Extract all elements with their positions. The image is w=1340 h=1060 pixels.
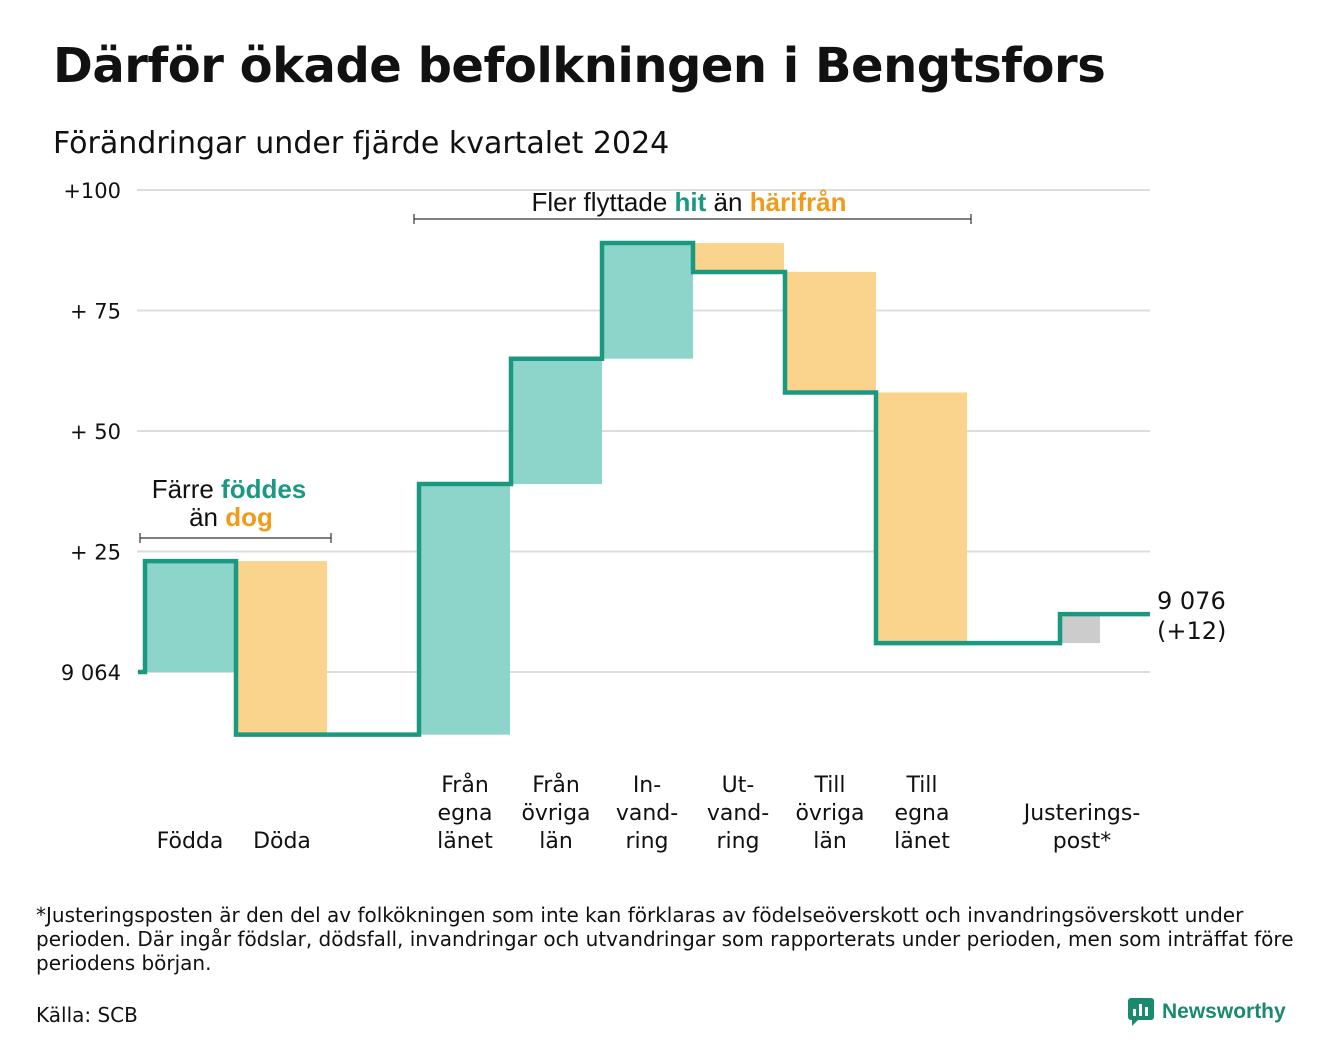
births-annotation: Färre föddes än dog [139,474,332,543]
y-tick-label: + 75 [70,300,121,324]
category-label: Från [532,772,580,798]
waterfall-chart: +100 + 75 + 50 + 25 9 064 Födda Döda Från egna l… [61,179,1227,854]
category-label: vand- [707,801,769,826]
migration-annotation-text: Fler flyttade hit än härifrån [531,187,846,217]
chart-title: Därför ökade befolkningen i Bengtsfors [53,38,1106,94]
category-label: Från [441,772,489,798]
category-label: Döda [253,829,311,854]
end-value-labels: 9 076 (+12) [1157,587,1226,645]
category-label: egna [438,801,493,826]
category-label: ring [716,829,759,854]
annotations: Färre föddes än dog Fler flyttade hit än… [139,187,972,543]
y-axis-ticks: +100 + 75 + 50 + 25 9 064 [61,179,121,685]
category-label: vand- [616,801,678,826]
bars [145,243,1100,735]
end-value-label: 9 076 [1157,587,1226,615]
migration-annotation: Fler flyttade hit än härifrån [413,187,972,224]
category-label: länet [437,829,493,854]
bar-adjust [1060,614,1100,644]
chart-subtitle: Förändringar under fjärde kvartalet 2024 [53,126,670,161]
category-label: egna [895,801,950,826]
y-tick-label: +100 [63,179,121,203]
category-label: post* [1053,829,1112,854]
category-label: Ut- [722,773,755,798]
brand-logo: Newsworthy [1128,998,1286,1026]
category-label: ring [625,829,668,854]
bar-out [785,271,876,393]
running-total-line [138,240,1150,737]
category-label: Födda [157,829,224,854]
category-label: Till [905,773,937,798]
end-change-label: (+12) [1157,617,1226,645]
bar-out [693,243,784,272]
bar-in [419,484,510,735]
category-label: övriga [795,801,864,826]
category-label: län [539,829,573,854]
category-label: länet [894,829,950,854]
bar-chart-logo-icon [1128,998,1154,1026]
category-label: In- [633,773,661,798]
bar-in [145,561,236,672]
bar-in [602,243,693,359]
births-annotation-line1: Färre föddes [152,474,307,504]
category-label: Justerings- [1022,801,1141,826]
bar-in [511,358,602,485]
category-labels: Födda Döda Från egna länet Från övriga län In-va… [157,772,1141,854]
running-total-path [138,240,1150,737]
source-credit: Källa: SCB [36,1003,138,1027]
category-label: Till [813,773,845,798]
footnote: *Justeringsposten är den del av folkökni… [36,903,1294,975]
y-tick-label: 9 064 [61,661,121,685]
births-annotation-line2: än dog [189,502,273,532]
bar-out [236,561,327,735]
category-label: övriga [521,801,590,826]
category-label: län [813,829,847,854]
y-tick-label: + 25 [70,541,121,565]
y-tick-label: + 50 [70,420,121,444]
bar-out [876,392,967,644]
brand-name: Newsworthy [1162,1000,1286,1023]
